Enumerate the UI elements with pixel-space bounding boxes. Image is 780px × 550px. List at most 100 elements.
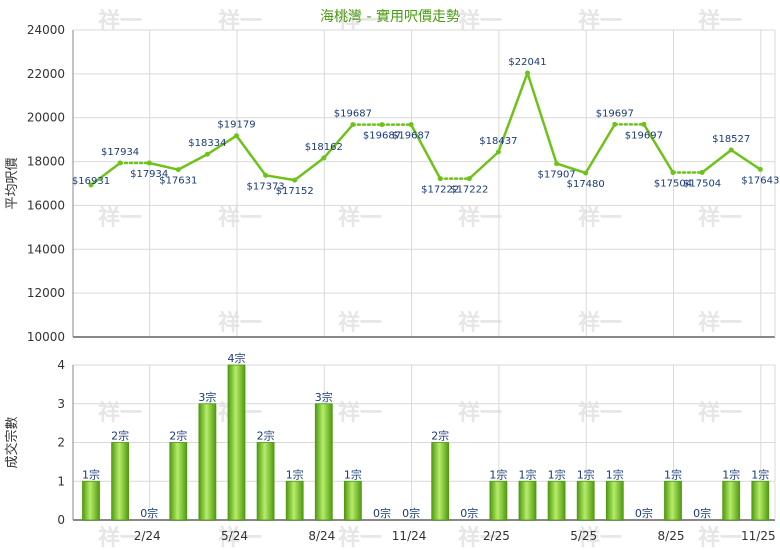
price-point (146, 160, 152, 166)
volume-bar (314, 403, 333, 521)
watermark-text: 祥一 (578, 310, 622, 336)
y-tick-label: 3 (57, 397, 65, 411)
y-axis-label: 成交宗數 (4, 416, 20, 468)
volume-bar (256, 442, 275, 521)
price-line-segment (206, 134, 238, 156)
price-data-label: $17504 (654, 178, 692, 189)
price-data-label: $19697 (625, 130, 663, 141)
price-line-segment (409, 123, 442, 180)
volume-data-label: 0宗 (460, 506, 478, 520)
price-data-label: $19687 (334, 109, 372, 120)
volume-bar (198, 403, 217, 521)
price-point (495, 149, 501, 155)
chart-title: 海桃灣 - 實用呎價走勢 (320, 8, 460, 25)
price-data-label: $17480 (567, 179, 605, 190)
watermark-text: 祥一 (218, 310, 262, 336)
watermark-text: 祥一 (458, 310, 502, 336)
x-tick-label: 5/25 (570, 529, 597, 543)
price-point (321, 155, 327, 161)
price-point (728, 147, 734, 153)
volume-data-label: 1宗 (489, 467, 507, 481)
price-line-segment (729, 148, 762, 171)
volume-bar (431, 442, 450, 521)
watermark-text: 祥一 (578, 400, 622, 426)
price-point (437, 176, 443, 182)
y-tick-label: 14000 (27, 242, 65, 256)
price-data-label: $17643 (741, 175, 779, 186)
volume-data-label: 1宗 (82, 467, 100, 481)
x-tick-label: 2/24 (134, 529, 161, 543)
price-point (350, 122, 356, 128)
x-tick-label: 8/25 (658, 529, 685, 543)
price-point (175, 167, 181, 173)
price-point (757, 166, 763, 172)
volume-data-label: 1宗 (519, 467, 537, 481)
volume-bar (343, 480, 362, 521)
price-data-label: $17631 (159, 176, 197, 187)
watermark-text: 祥一 (218, 525, 262, 550)
price-line-segment (468, 150, 500, 180)
price-data-label: $19697 (596, 108, 634, 119)
x-tick-label: 8/24 (308, 529, 335, 543)
price-point (525, 70, 530, 76)
price-point (408, 122, 414, 128)
volume-data-label: 1宗 (548, 467, 566, 481)
volume-data-label: 1宗 (606, 467, 624, 481)
volume-bar (111, 442, 129, 521)
price-point (234, 133, 239, 139)
price-line-segment (177, 152, 209, 171)
price-line-segment (147, 161, 180, 171)
price-point (670, 169, 676, 175)
price-line-segment (497, 71, 529, 154)
volume-data-label: 2宗 (111, 429, 129, 443)
volume-data-label: 0宗 (635, 506, 653, 520)
volume-data-label: 0宗 (373, 506, 391, 520)
price-line-segment (555, 162, 587, 175)
volume-data-label: 1宗 (344, 467, 362, 481)
price-data-label: $18162 (305, 142, 343, 153)
x-tick-label: 2/25 (483, 529, 510, 543)
watermark-text: 祥一 (698, 205, 742, 231)
y-tick-label: 16000 (27, 198, 65, 212)
volume-bar (518, 480, 537, 521)
volume-data-label: 0宗 (140, 506, 158, 520)
price-point (554, 161, 560, 167)
watermark-text: 祥一 (458, 205, 502, 231)
volume-bar (489, 480, 508, 521)
price-data-label: $17504 (683, 178, 721, 189)
x-tick-label: 11/24 (392, 529, 427, 543)
price-point (612, 121, 618, 127)
watermark-text: 祥一 (98, 525, 142, 550)
price-point (466, 176, 472, 182)
price-data-label: $18437 (479, 136, 517, 147)
watermark-text: 祥一 (338, 205, 382, 231)
volume-bar (664, 480, 682, 521)
x-tick-label: 5/24 (221, 529, 248, 543)
price-point (117, 160, 123, 166)
volume-data-label: 2宗 (169, 429, 187, 443)
volume-bar (285, 480, 304, 521)
price-line-segment (322, 123, 355, 160)
x-tick-label: 11/25 (741, 529, 776, 543)
price-line-segment (526, 71, 558, 165)
price-line-segment (264, 174, 296, 182)
volume-bar (82, 480, 100, 521)
price-line-segment (235, 134, 267, 177)
price-line-segment (700, 148, 733, 174)
volume-data-label: 3宗 (198, 390, 216, 404)
volume-bar (751, 480, 770, 521)
y-tick-label: 0 (57, 513, 65, 527)
price-data-label: $17934 (101, 147, 139, 158)
watermark-text: 祥一 (338, 310, 382, 336)
price-point (88, 182, 94, 188)
volume-bar (605, 480, 624, 521)
volume-bar (722, 480, 741, 521)
price-data-label: $17222 (450, 185, 488, 196)
watermark-text: 祥一 (338, 525, 382, 550)
price-chart-panel: 10000 12000 14000 16000 18000 20000 22000 24000… (5, 23, 779, 344)
watermark-text: 祥一 (698, 310, 742, 336)
y-tick-label: 22000 (27, 67, 65, 81)
y-tick-label: 12000 (27, 286, 65, 300)
